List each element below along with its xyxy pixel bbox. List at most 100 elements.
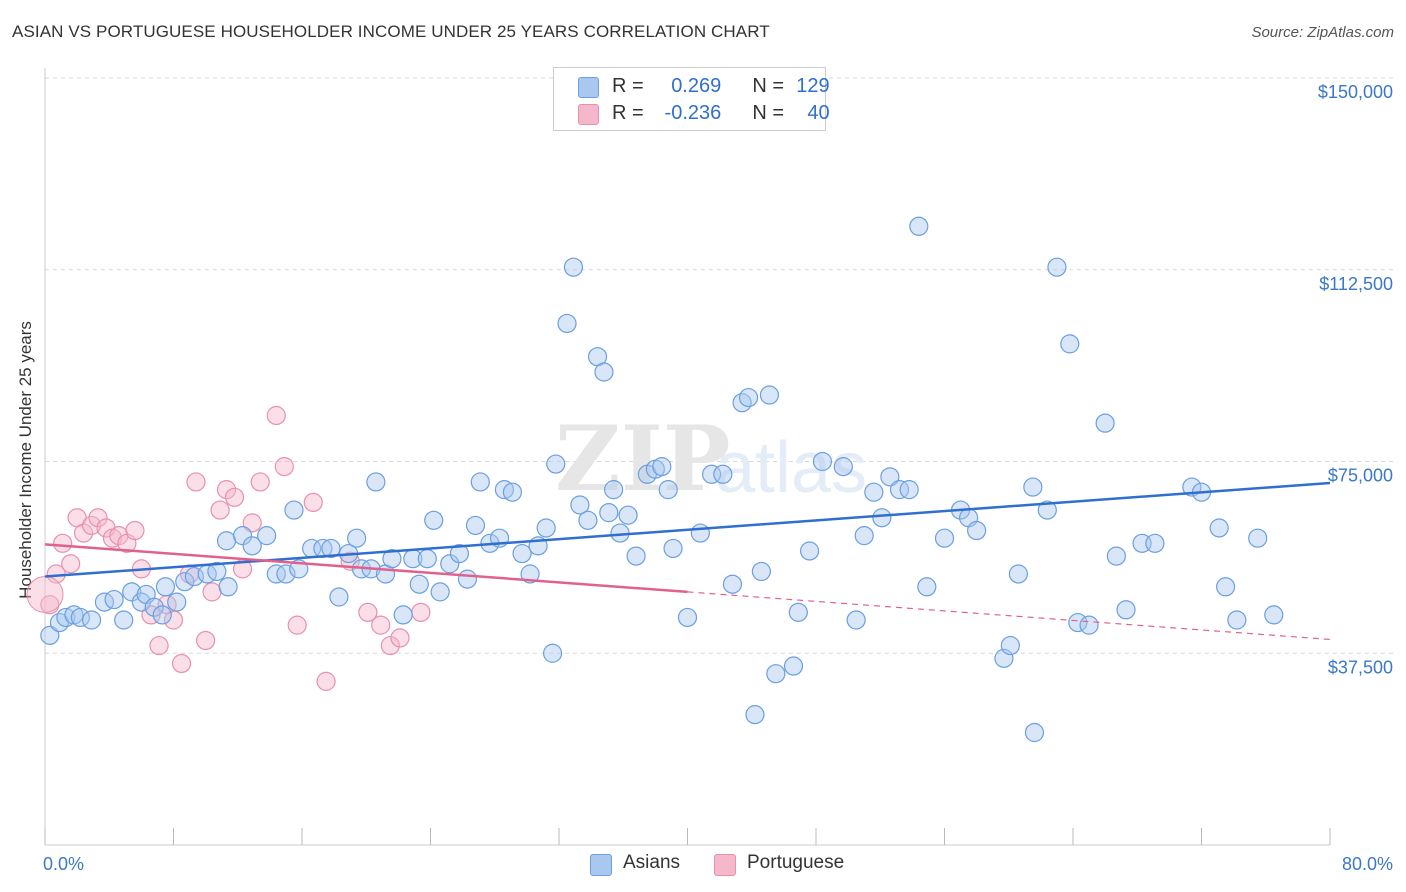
portuguese-r-value: -0.236 (664, 102, 722, 124)
asian-point (382, 549, 402, 569)
asian-point (393, 605, 413, 625)
chart-title: ASIAN VS PORTUGUESE HOUSEHOLDER INCOME U… (12, 22, 770, 41)
asian-point (604, 480, 624, 500)
tick-labels: $37,500 $75,000 $112,500 $150,000 0.0% 80.0% (43, 82, 1393, 874)
asian-point (1000, 635, 1020, 656)
asian-point (409, 574, 429, 594)
asian-point (1248, 528, 1268, 548)
asian-point (658, 480, 678, 500)
asian-point (175, 572, 195, 592)
asian-point (284, 500, 304, 520)
asian-point (864, 482, 884, 502)
asian-point (546, 454, 566, 474)
asian-point (424, 510, 444, 530)
portuguese-swatch (578, 104, 599, 125)
asian-point (232, 526, 253, 546)
x-tick-label: 80.0% (1342, 854, 1393, 874)
asian-point (812, 451, 833, 472)
asian-point (722, 574, 743, 594)
bottom-legend-asians: Asians (590, 852, 681, 876)
asian-point (599, 503, 619, 523)
asian-point (242, 536, 262, 556)
portuguese-point (411, 602, 431, 622)
legend-n-label: N = (752, 75, 785, 97)
y-tick-label: $112,500 (1319, 274, 1393, 294)
asian-point (677, 607, 698, 628)
portuguese-point (358, 602, 378, 622)
asian-point (909, 216, 929, 236)
asian-point (652, 457, 672, 477)
asian-point (329, 587, 349, 607)
asian-point (788, 602, 808, 622)
asian-point (1209, 518, 1229, 538)
asian-point (114, 610, 134, 630)
asian-point (502, 482, 523, 502)
asian-point (880, 467, 900, 487)
asian-point (701, 464, 722, 484)
watermark-atlas: atlas (715, 428, 867, 508)
portuguese-point (287, 615, 307, 635)
portuguese-point (61, 554, 81, 574)
portuguese-n-value: 40 (807, 102, 830, 124)
asian-point (1264, 605, 1284, 625)
asian-point (457, 569, 478, 589)
portuguese-point (88, 508, 108, 528)
portuguese-legend-label: Portuguese (747, 852, 845, 873)
asian-point (417, 549, 437, 569)
asian-point (430, 582, 450, 602)
asian-point (1095, 413, 1115, 433)
asian-point (889, 480, 910, 500)
asians-n-value: 129 (796, 75, 830, 97)
portuguese-point (371, 615, 391, 635)
portuguese-trend-line (44, 543, 688, 594)
asian-point (1116, 600, 1136, 620)
correlation-legend: R = 0.269 N = 129 R = -0.236 N = 40 (553, 67, 830, 131)
asian-point (854, 526, 874, 546)
asian-point (104, 589, 124, 610)
portuguese-point (73, 523, 94, 543)
asian-point (144, 597, 164, 617)
asian-point (470, 472, 490, 492)
asian-point (276, 564, 296, 584)
trend-lines (44, 481, 1331, 641)
asian-point (207, 561, 227, 582)
watermark-zip: ZIP (555, 406, 730, 512)
asian-point (751, 561, 771, 582)
asian-point (713, 464, 733, 484)
asian-point (663, 538, 683, 559)
portuguese-point (125, 520, 145, 541)
chart-source: Source: ZipAtlas.com (1251, 24, 1394, 41)
asian-point (738, 387, 759, 408)
asians-legend-label: Asians (623, 852, 681, 873)
asian-point (1023, 477, 1043, 497)
asian-point (618, 505, 638, 525)
bottom-legend-portuguese: Portuguese (714, 852, 845, 876)
y-tick-label: $75,000 (1328, 466, 1393, 486)
asian-point (542, 643, 563, 663)
asian-point (536, 518, 556, 538)
portuguese-point (202, 582, 222, 602)
asian-point (155, 577, 176, 597)
asian-point (967, 520, 987, 541)
y-tick-label: $37,500 (1328, 657, 1393, 677)
asian-point (917, 577, 937, 597)
portuguese-point (149, 635, 169, 656)
asian-point (449, 543, 470, 564)
asians-swatch (578, 77, 599, 98)
asian-point (1106, 546, 1126, 566)
legend-n-label: N = (752, 102, 785, 124)
asian-point (321, 538, 341, 559)
asian-point (218, 577, 238, 597)
portuguese-point (40, 595, 60, 615)
asian-point (799, 541, 820, 561)
asian-point (1068, 612, 1088, 633)
asian-point (1037, 500, 1057, 520)
asian-point (1008, 564, 1028, 584)
asian-point (1227, 610, 1247, 630)
portuguese-point (224, 487, 245, 507)
portuguese-point (250, 472, 270, 492)
portuguese-point (266, 405, 286, 426)
asian-point (70, 607, 90, 628)
